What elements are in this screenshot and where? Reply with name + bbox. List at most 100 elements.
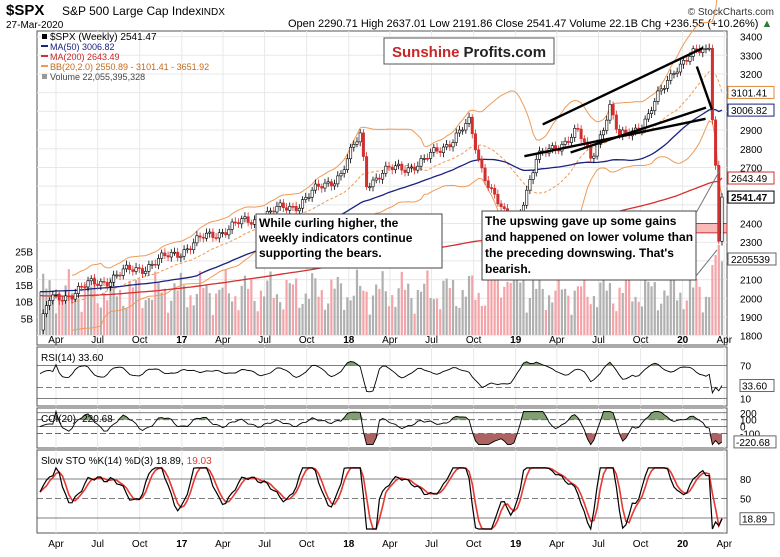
upper-trend-line — [542, 46, 704, 126]
volume-bar — [676, 300, 679, 335]
rsi-badge-box — [739, 379, 775, 393]
price-candle — [121, 264, 125, 280]
volume-bar — [74, 296, 77, 335]
volume-bar — [157, 281, 160, 335]
volume-bar — [237, 310, 240, 335]
price-candle — [451, 139, 455, 152]
legend-item-ma50: MA(50) 3006.82 — [41, 42, 115, 52]
price-candle — [249, 219, 253, 230]
price-tick-label: 1900 — [740, 313, 763, 324]
volume-bar — [682, 309, 685, 335]
price-candle — [115, 270, 119, 279]
legend-item-bb: BB(20,2.0) 2550.89 - 3101.41 - 3651.92 — [41, 62, 209, 72]
volume-bar — [227, 293, 231, 335]
price-candle — [105, 277, 109, 291]
price-candle — [653, 97, 657, 116]
price-candle — [329, 178, 333, 191]
price-candle — [611, 101, 615, 120]
time-tick-label: 17 — [176, 539, 188, 550]
volume-bar — [323, 309, 327, 335]
volume-bar — [499, 297, 503, 335]
volume-bar — [90, 286, 93, 335]
time-tick-label-top: Jul — [592, 335, 605, 346]
price-candle — [374, 173, 378, 184]
volume-bar — [640, 306, 644, 335]
svg-text:MA(200) 2643.49: MA(200) 2643.49 — [50, 52, 120, 62]
price-badge-box — [727, 171, 775, 185]
stoch-panel-frame — [36, 449, 728, 534]
volume-bar — [179, 272, 182, 335]
price-candle — [384, 161, 388, 177]
price-candle — [224, 227, 228, 238]
volume-bar — [551, 302, 554, 335]
price-candle — [51, 290, 55, 305]
cci-level-label: 0 — [740, 423, 746, 434]
volume-bar — [432, 299, 435, 335]
volume-bar — [362, 290, 365, 335]
price-panel-frame — [36, 30, 728, 346]
price-candle — [243, 212, 247, 223]
time-tick-label: Oct — [132, 539, 148, 550]
volume-bar — [259, 290, 263, 335]
volume-bar — [554, 290, 557, 335]
volume-bar — [634, 296, 637, 335]
volume-bar — [720, 261, 724, 335]
ohlc-readout: Open 2290.71 High 2637.01 Low 2191.86 Cl… — [288, 18, 772, 30]
volume-bar — [695, 279, 698, 335]
volume-bar — [688, 276, 692, 335]
price-candle — [605, 115, 609, 135]
volume-bar — [131, 287, 134, 335]
volume-bar — [243, 275, 247, 335]
volume-bar — [647, 281, 650, 335]
cci-level-label: 100 — [740, 416, 757, 427]
time-tick-label: 18 — [343, 539, 355, 550]
cci-level-label: 200 — [740, 409, 757, 420]
annotation-left-text: While curling higher, the weekly indicat… — [259, 216, 413, 260]
volume-bar — [54, 313, 58, 335]
legend-item-volume: Volume 22,055,395,328 — [42, 72, 145, 82]
price-candle — [608, 99, 612, 124]
price-candle — [349, 143, 353, 164]
price-candle — [208, 228, 212, 238]
stoch-badge-label: 18.89 — [742, 515, 767, 526]
volume-bar — [391, 295, 394, 335]
price-candle — [403, 165, 407, 177]
price-candle — [371, 176, 375, 192]
cci-level-label: -100 — [740, 430, 760, 441]
volume-bar — [134, 280, 138, 335]
volume-bar — [586, 296, 589, 335]
volume-bar — [448, 288, 451, 335]
price-badge-label: 2541.47 — [731, 193, 768, 204]
price-badge-label: 3101.41 — [731, 88, 768, 99]
price-badge-box — [727, 103, 775, 117]
volume-bar — [589, 304, 592, 335]
price-candle — [461, 127, 465, 135]
price-candle — [275, 201, 279, 216]
price-candle — [188, 245, 192, 255]
volume-bar — [704, 296, 708, 335]
price-candle — [60, 296, 64, 305]
volume-bar — [413, 313, 416, 335]
volume-bar — [38, 291, 42, 335]
volume-bar — [195, 293, 198, 335]
volume-bar — [211, 314, 215, 335]
price-candle — [576, 123, 580, 132]
price-tick-label: 2700 — [740, 163, 763, 174]
time-tick-label-top: Apr — [215, 335, 231, 346]
time-tick-label-top: Oct — [466, 335, 482, 346]
price-candle — [704, 44, 708, 54]
time-tick-label-top: Jul — [91, 335, 104, 346]
volume-bar — [384, 291, 387, 335]
rsi-panel-frame — [36, 346, 728, 407]
volume-bar — [416, 289, 419, 335]
price-candle — [317, 179, 321, 191]
price-candle — [448, 140, 452, 151]
bb-lower-line — [71, 120, 723, 331]
price-candle — [486, 176, 490, 191]
time-tick-label: Apr — [717, 539, 733, 550]
volume-bar — [311, 273, 314, 335]
volume-bar — [304, 293, 307, 335]
volume-bar — [580, 286, 583, 335]
